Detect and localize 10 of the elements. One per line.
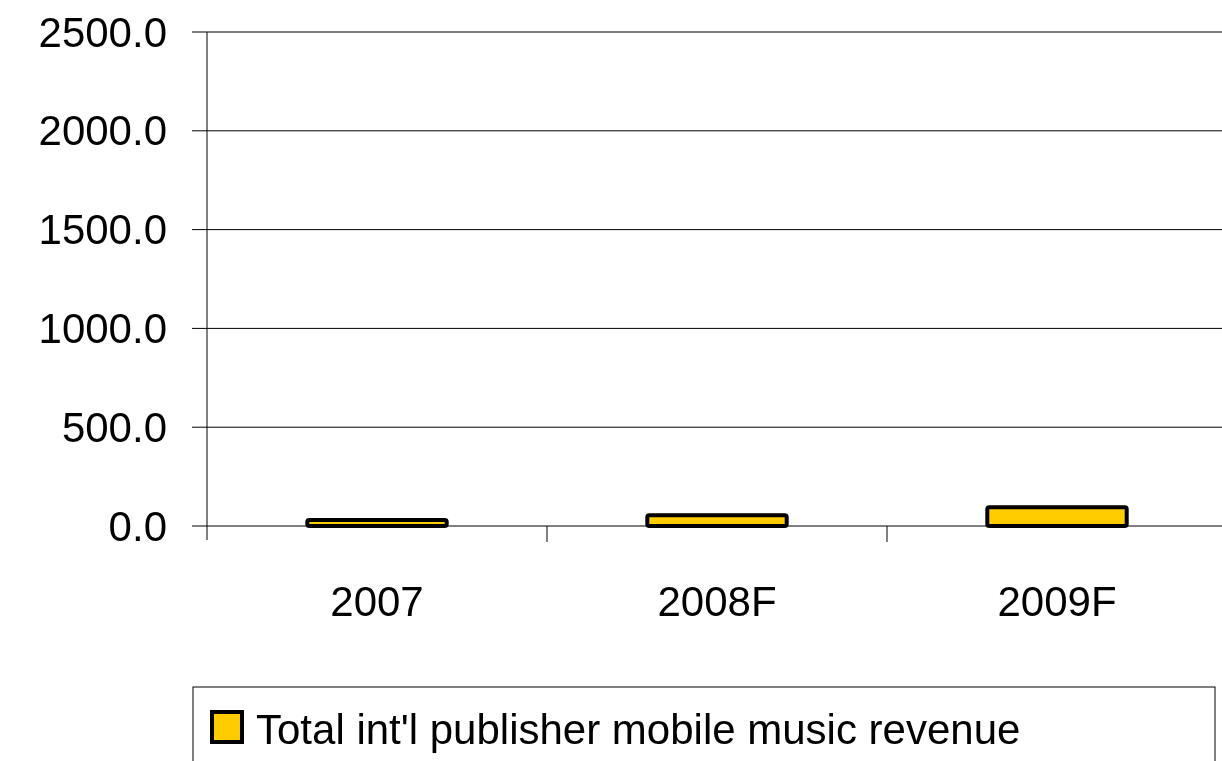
y-tick-label: 2500.0 xyxy=(38,8,167,56)
y-tick-label: 0.0 xyxy=(108,502,167,550)
x-tick-label: 2007 xyxy=(330,578,424,625)
legend-label: Total int'l publisher mobile music revenue xyxy=(256,705,1021,753)
x-tick-label: 2008F xyxy=(657,578,777,625)
y-tick-label: 500.0 xyxy=(61,403,167,451)
y-tick-label: 1000.0 xyxy=(38,304,167,352)
y-tick-label: 1500.0 xyxy=(38,206,167,254)
y-tick-label: 2000.0 xyxy=(38,107,167,155)
x-tick-label: 2009F xyxy=(997,578,1117,625)
